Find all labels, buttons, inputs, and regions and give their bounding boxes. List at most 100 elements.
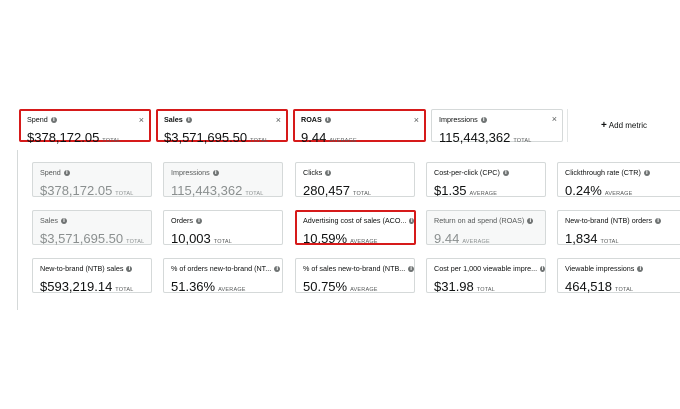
metric-unit: TOTAL bbox=[250, 138, 269, 144]
selected-metric-spend[interactable]: Spend i $378,172.05 TOTAL × bbox=[19, 109, 151, 145]
metric-card-vcpm[interactable]: Cost per 1,000 viewable impre... i $31.98… bbox=[426, 258, 546, 294]
info-icon[interactable]: i bbox=[527, 218, 534, 224]
metric-name: Clicks i bbox=[303, 168, 414, 178]
info-icon[interactable]: i bbox=[480, 117, 487, 123]
metric-unit: AVERAGE bbox=[604, 191, 633, 197]
info-icon[interactable]: i bbox=[60, 218, 67, 224]
selected-metric-roas[interactable]: ROAS i 9.44 AVERAGE × bbox=[293, 109, 426, 145]
metric-unit: TOTAL bbox=[102, 138, 121, 144]
metric-unit: AVERAGE bbox=[218, 287, 246, 293]
info-icon[interactable]: i bbox=[643, 170, 650, 176]
metric-value: $3,571,695.50 bbox=[40, 231, 124, 246]
metric-value: $1.35 bbox=[434, 183, 467, 198]
close-icon[interactable]: × bbox=[413, 115, 419, 125]
metric-unit: TOTAL bbox=[600, 239, 619, 245]
metric-unit: AVERAGE bbox=[329, 138, 357, 144]
add-metric-label: Add metric bbox=[608, 121, 648, 130]
info-icon[interactable]: i bbox=[325, 170, 332, 176]
metric-card-impressions[interactable]: Impressions i 115,443,362 TOTAL bbox=[163, 162, 283, 198]
metric-unit: TOTAL bbox=[476, 287, 495, 293]
metric-unit: AVERAGE bbox=[469, 191, 498, 197]
metric-value: 1,834 bbox=[565, 231, 598, 246]
close-icon[interactable]: × bbox=[138, 115, 144, 125]
metric-name: Impressions i bbox=[171, 168, 282, 178]
metric-value: 9.44 bbox=[434, 231, 460, 246]
metric-card-clicks[interactable]: Clicks i 280,457 TOTAL bbox=[295, 162, 415, 198]
metric-card-cpc[interactable]: Cost-per-click (CPC) i $1.35 AVERAGE bbox=[426, 162, 546, 198]
info-icon[interactable]: i bbox=[126, 266, 133, 272]
metric-unit: TOTAL bbox=[513, 138, 532, 144]
metric-card-ctr[interactable]: Clickthrough rate (CTR) i 0.24% AVERAGE bbox=[557, 162, 680, 198]
info-icon[interactable]: i bbox=[655, 218, 662, 224]
metric-unit: AVERAGE bbox=[462, 239, 490, 245]
metric-value: 280,457 bbox=[303, 183, 350, 198]
metric-name: Orders i bbox=[171, 216, 282, 226]
metric-value: $31.98 bbox=[434, 279, 474, 294]
metric-name: New-to-brand (NTB) orders i bbox=[565, 216, 680, 226]
metric-name: Cost-per-click (CPC) i bbox=[434, 168, 545, 178]
info-icon[interactable]: i bbox=[637, 266, 644, 272]
metric-value: 9.44 bbox=[301, 130, 327, 145]
info-icon[interactable]: i bbox=[408, 266, 414, 272]
metric-value: 10.59% bbox=[303, 231, 348, 246]
metric-value: $593,219.14 bbox=[40, 279, 113, 294]
metric-card-spend[interactable]: Spend i $378,172.05 TOTAL bbox=[32, 162, 152, 198]
metric-value: $378,172.05 bbox=[40, 183, 113, 198]
metric-value: 115,443,362 bbox=[439, 130, 511, 145]
metric-name: % of orders new-to-brand (NT... i bbox=[171, 264, 282, 274]
selected-metric-impressions[interactable]: Impressions i 115,443,362 TOTAL × bbox=[431, 109, 563, 145]
metric-name: % of sales new-to-brand (NTB... i bbox=[303, 264, 414, 274]
metric-card-pct-orders-ntb[interactable]: % of orders new-to-brand (NT... i 51.36% A… bbox=[163, 258, 283, 294]
metric-card-roas[interactable]: Return on ad spend (ROAS) i 9.44 AVERAGE bbox=[426, 210, 546, 246]
metric-card-acos[interactable]: Advertising cost of sales (ACO... i 10.59… bbox=[295, 210, 416, 246]
metric-name: Cost per 1,000 viewable impre... i bbox=[434, 264, 545, 273]
info-icon[interactable]: i bbox=[274, 266, 281, 272]
selected-metric-sales[interactable]: Sales i $3,571,695.50 TOTAL × bbox=[156, 109, 288, 145]
metric-value: $3,571,695.50 bbox=[164, 130, 248, 145]
metric-name: Sales i bbox=[40, 216, 151, 226]
info-icon[interactable]: i bbox=[63, 170, 70, 176]
metric-card-orders[interactable]: Orders i 10,003 TOTAL bbox=[163, 210, 283, 246]
metric-value: 50.75% bbox=[303, 279, 348, 294]
metric-unit: TOTAL bbox=[615, 287, 634, 293]
metric-unit: TOTAL bbox=[126, 239, 145, 245]
metric-card-viewable-impressions[interactable]: Viewable impressions i 464,518 TOTAL bbox=[557, 258, 680, 294]
metric-name: Clickthrough rate (CTR) i bbox=[565, 168, 680, 178]
info-icon[interactable]: i bbox=[502, 170, 509, 176]
info-icon[interactable]: i bbox=[195, 218, 202, 224]
metric-name: ROAS i bbox=[301, 115, 424, 125]
metric-name: Return on ad spend (ROAS) i bbox=[434, 216, 545, 226]
metric-card-ntb-orders[interactable]: New-to-brand (NTB) orders i 1,834 TOTAL bbox=[557, 210, 680, 246]
metric-unit: TOTAL bbox=[353, 191, 372, 197]
metric-name: Impressions i bbox=[439, 115, 562, 125]
metric-name: Sales i bbox=[164, 115, 286, 125]
metric-name: Viewable impressions i bbox=[565, 264, 680, 274]
metric-card-ntb-sales[interactable]: New-to-brand (NTB) sales i $593,219.14 TOT… bbox=[32, 258, 152, 294]
metric-value: 10,003 bbox=[171, 231, 211, 246]
metric-value: 464,518 bbox=[565, 279, 612, 294]
metric-value: 51.36% bbox=[171, 279, 216, 294]
info-icon[interactable]: i bbox=[185, 117, 192, 123]
close-icon[interactable]: × bbox=[275, 115, 281, 125]
metric-unit: AVERAGE bbox=[350, 239, 378, 245]
metric-card-pct-sales-ntb[interactable]: % of sales new-to-brand (NTB... i 50.75% A… bbox=[295, 258, 415, 294]
info-icon[interactable]: i bbox=[409, 218, 414, 224]
metric-unit: TOTAL bbox=[115, 287, 134, 293]
metric-unit: TOTAL bbox=[245, 191, 264, 197]
metric-value: 0.24% bbox=[565, 183, 602, 198]
info-icon[interactable]: i bbox=[212, 170, 219, 176]
metric-name: Advertising cost of sales (ACO... i bbox=[303, 216, 414, 225]
metric-name: New-to-brand (NTB) sales i bbox=[40, 264, 151, 274]
info-icon[interactable]: i bbox=[540, 266, 545, 272]
plus-icon: + bbox=[600, 120, 607, 131]
add-metric-button[interactable]: + Add metric bbox=[567, 109, 680, 142]
close-icon[interactable]: × bbox=[551, 114, 557, 124]
metric-unit: AVERAGE bbox=[350, 287, 378, 293]
metric-unit: TOTAL bbox=[213, 239, 232, 245]
info-icon[interactable]: i bbox=[324, 117, 331, 123]
metric-unit: TOTAL bbox=[115, 191, 134, 197]
metric-card-sales[interactable]: Sales i $3,571,695.50 TOTAL bbox=[32, 210, 152, 246]
info-icon[interactable]: i bbox=[50, 117, 57, 123]
metrics-panel: Spend i $378,172.05 TOTAL × Sales i $3,571,… bbox=[17, 105, 680, 310]
panel-divider bbox=[17, 150, 18, 310]
